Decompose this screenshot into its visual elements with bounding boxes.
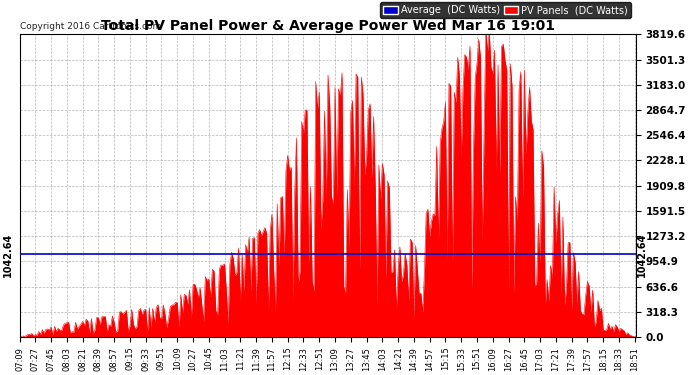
- Legend: Average  (DC Watts), PV Panels  (DC Watts): Average (DC Watts), PV Panels (DC Watts): [380, 3, 631, 18]
- Title: Total PV Panel Power & Average Power Wed Mar 16 19:01: Total PV Panel Power & Average Power Wed…: [101, 19, 555, 33]
- Text: 1042.64: 1042.64: [637, 232, 647, 276]
- Text: 1042.64: 1042.64: [3, 232, 13, 276]
- Text: Copyright 2016 Cartronics.com: Copyright 2016 Cartronics.com: [19, 22, 161, 31]
